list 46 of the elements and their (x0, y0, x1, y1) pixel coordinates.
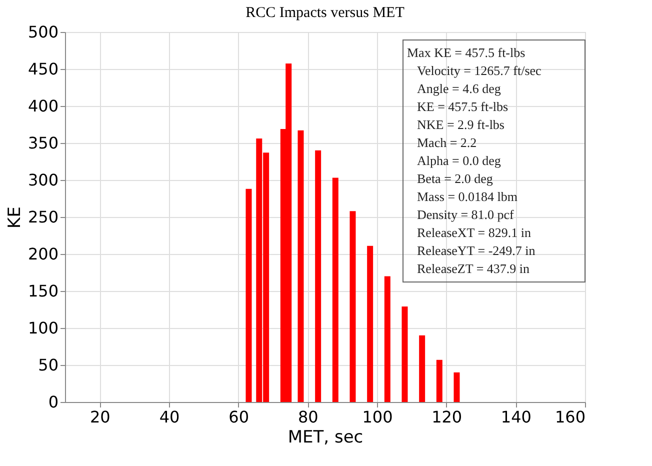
y-tick-label: 250 (28, 208, 58, 226)
y-tick-label: 400 (28, 96, 58, 116)
bar (332, 178, 338, 402)
x-tick-label: 80 (298, 408, 318, 426)
y-tick-label: 450 (28, 60, 58, 78)
bar (350, 211, 356, 402)
x-tick-label: 60 (228, 408, 250, 426)
x-tick-label: 120 (432, 408, 462, 426)
bar (367, 246, 374, 402)
chart-title: RCC Impacts versus MET (246, 5, 404, 21)
y-tick-label: 0 (48, 392, 58, 412)
y-tick-label: 300 (28, 170, 58, 190)
annotation: Velocity = 1265.7 ft/sec (417, 63, 542, 78)
x-tick-label: 140 (500, 408, 532, 426)
annotation: NKE = 2.9 ft-lbs (417, 117, 504, 132)
annotation: Alpha = 0.0 deg (417, 153, 502, 168)
annotation: Max KE = 457.5 ft-lbs (407, 45, 526, 60)
bar (436, 360, 442, 402)
x-tick-label: 160 (554, 408, 586, 426)
annotation: ReleaseZT = 437.9 in (417, 261, 530, 276)
y-axis-title: KE (4, 206, 25, 228)
x-tick-label: 40 (159, 408, 180, 426)
bar (402, 306, 408, 402)
y-tick-label: 200 (28, 244, 58, 264)
bar (384, 276, 390, 402)
x-tick-label: 100 (362, 408, 393, 426)
annotation: Angle = 4.6 deg (417, 81, 502, 96)
bar (298, 130, 304, 402)
y-tick-label: 500 (28, 22, 58, 42)
annotation: Mass = 0.0184 lbm (417, 189, 518, 204)
x-axis-title: MET, sec (288, 428, 364, 448)
annotation: Density = 81.0 pcf (417, 207, 515, 222)
y-tick-label: 50 (38, 356, 58, 374)
y-tick-label: 150 (28, 282, 58, 300)
y-tick-label: 350 (28, 134, 58, 152)
x-tick-label: 20 (90, 408, 110, 426)
annotation: ReleaseXT = 829.1 in (417, 225, 532, 240)
bar (246, 188, 252, 402)
bar (315, 150, 322, 402)
y-tick-label: 100 (28, 318, 58, 338)
annotation: ReleaseYT = -249.7 in (417, 243, 536, 258)
annotation: Mach = 2.2 (417, 135, 477, 150)
annotation: Beta = 2.0 deg (417, 171, 494, 186)
annotation: KE = 457.5 ft-lbs (417, 99, 508, 114)
bar (454, 372, 460, 402)
bar (419, 335, 426, 402)
